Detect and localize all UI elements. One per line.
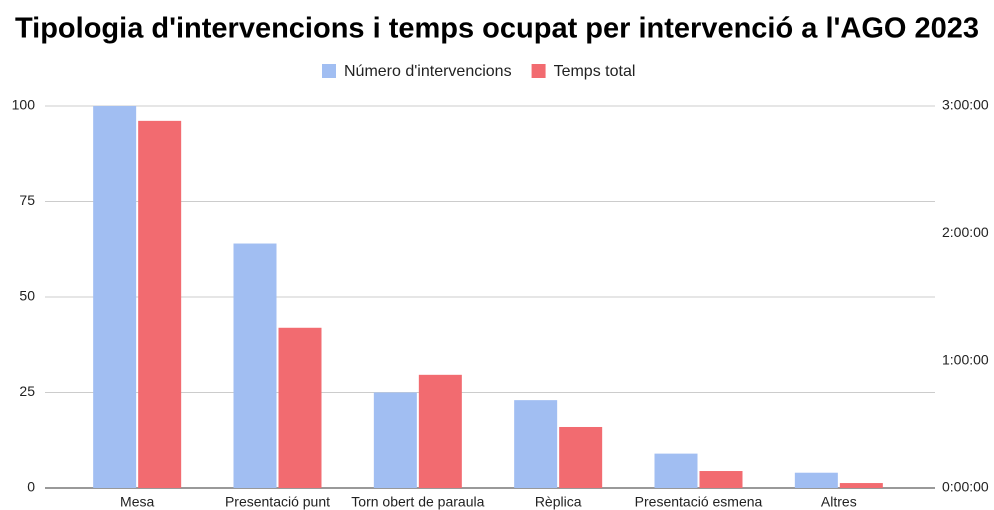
y-tick-label: 75 xyxy=(19,192,35,208)
legend-swatch xyxy=(322,64,336,78)
x-tick-label: Presentació punt xyxy=(225,494,330,510)
y2-tick-label: 2:00:00 xyxy=(942,224,989,240)
y-tick-label: 0 xyxy=(27,479,35,495)
x-tick-label: Rèplica xyxy=(535,494,582,510)
x-tick-label: Presentació esmena xyxy=(635,494,763,510)
y2-tick-label: 3:00:00 xyxy=(942,97,989,113)
y2-tick-label: 0:00:00 xyxy=(942,479,989,495)
legend-label: Temps total xyxy=(554,63,636,80)
bar xyxy=(93,106,137,488)
bar xyxy=(418,374,462,488)
bar xyxy=(278,327,322,488)
bar xyxy=(514,400,558,488)
x-tick-label: Torn obert de paraula xyxy=(351,494,484,510)
y-tick-label: 25 xyxy=(19,383,35,399)
bar xyxy=(373,392,417,488)
bar xyxy=(654,453,698,488)
bar xyxy=(559,426,603,488)
bar xyxy=(233,243,277,488)
bar xyxy=(138,120,182,488)
y-tick-label: 50 xyxy=(19,288,35,304)
y-tick-label: 100 xyxy=(12,97,36,113)
bar xyxy=(839,483,883,488)
x-tick-label: Mesa xyxy=(120,494,154,510)
bar xyxy=(794,472,838,488)
chart-title: Tipologia d'intervencions i temps ocupat… xyxy=(15,13,979,45)
bar xyxy=(699,471,743,488)
x-tick-label: Altres xyxy=(821,494,857,510)
y2-tick-label: 1:00:00 xyxy=(942,351,989,367)
legend-swatch xyxy=(531,64,546,78)
legend-label: Número d'intervencions xyxy=(344,63,512,80)
